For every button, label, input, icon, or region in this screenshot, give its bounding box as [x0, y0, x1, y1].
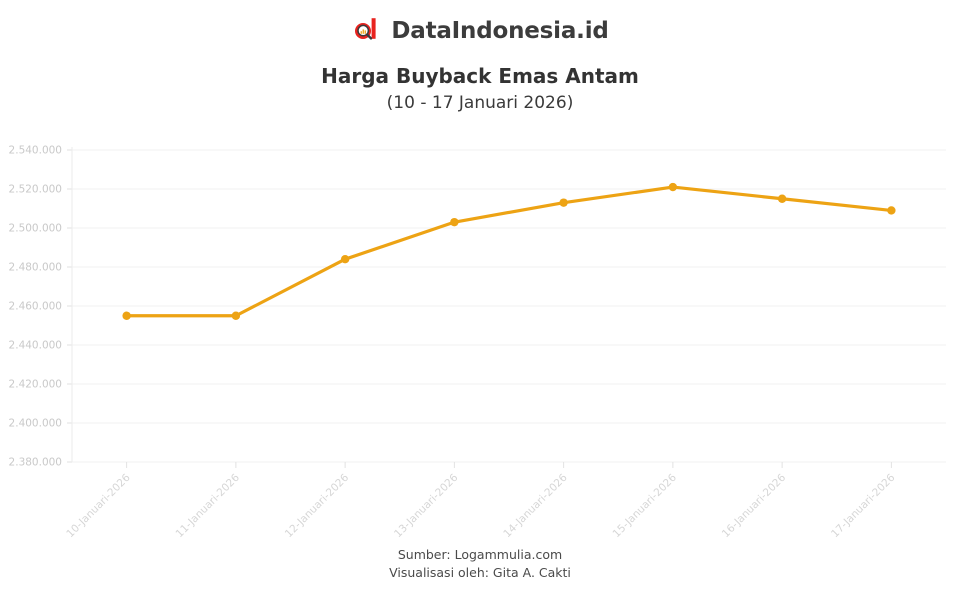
x-axis-tick-label: 11-Januari-2026	[174, 471, 243, 540]
data-point-marker[interactable]	[668, 182, 678, 192]
x-axis-tick-label: 10-Januari-2026	[64, 471, 133, 540]
data-point-marker[interactable]	[340, 255, 350, 264]
source-note: Sumber: Logammulia.com	[397, 546, 563, 562]
y-axis-tick-label: 2.520.000	[9, 184, 62, 196]
data-point-marker[interactable]	[122, 311, 131, 320]
data-point-marker[interactable]	[559, 198, 568, 207]
chart-area: 2.380.000 2.400.000 2.420.000 2.440.000 2.46…	[0, 130, 960, 540]
page-subtitle: (10 - 17 Januari 2026)	[386, 93, 574, 113]
data-point-marker[interactable]	[450, 217, 459, 227]
data-point-marker[interactable]	[231, 311, 241, 320]
y-axis-tick-label: 2.540.000	[9, 145, 62, 157]
brand-header: DataIndonesia.id	[0, 0, 960, 48]
y-axis-tick-label: 2.400.000	[9, 418, 62, 430]
series-line	[125, 185, 893, 318]
y-axis-tick-label: 2.500.000	[9, 223, 62, 235]
chart-footer: Sumber: Logammulia.com Visualisasi oleh:…	[0, 546, 960, 582]
data-point-marker[interactable]	[777, 194, 787, 203]
brand-name: DataIndonesia.id	[391, 17, 609, 44]
x-axis-tick-label: 16-Januari-2026	[720, 471, 789, 540]
data-point-marker[interactable]	[887, 206, 896, 215]
x-axis-tick-label: 14-Januari-2026	[501, 471, 570, 540]
x-axis-tick-label: 13-Januari-2026	[392, 471, 461, 540]
y-axis-tick-label: 2.440.000	[9, 340, 62, 352]
y-axis-tick-label: 2.420.000	[9, 379, 62, 391]
dataindonesia-logo-icon	[351, 16, 381, 46]
line-chart: 2.380.000 2.400.000 2.420.000 2.440.000 2.46…	[9, 145, 946, 540]
y-axis-tick-label: 2.460.000	[9, 301, 62, 313]
x-axis-tick-label: 17-Januari-2026	[829, 471, 898, 540]
y-axis-tick-label: 2.380.000	[9, 457, 62, 469]
page-title: Harga Buyback Emas Antam	[321, 64, 639, 88]
x-axis-tick-label: 12-Januari-2026	[283, 471, 352, 540]
visualization-credit: Visualisasi oleh: Gita A. Cakti	[389, 564, 571, 580]
y-axis-tick-label: 2.480.000	[9, 262, 62, 274]
x-axis-tick-label: 15-Januari-2026	[611, 471, 680, 540]
